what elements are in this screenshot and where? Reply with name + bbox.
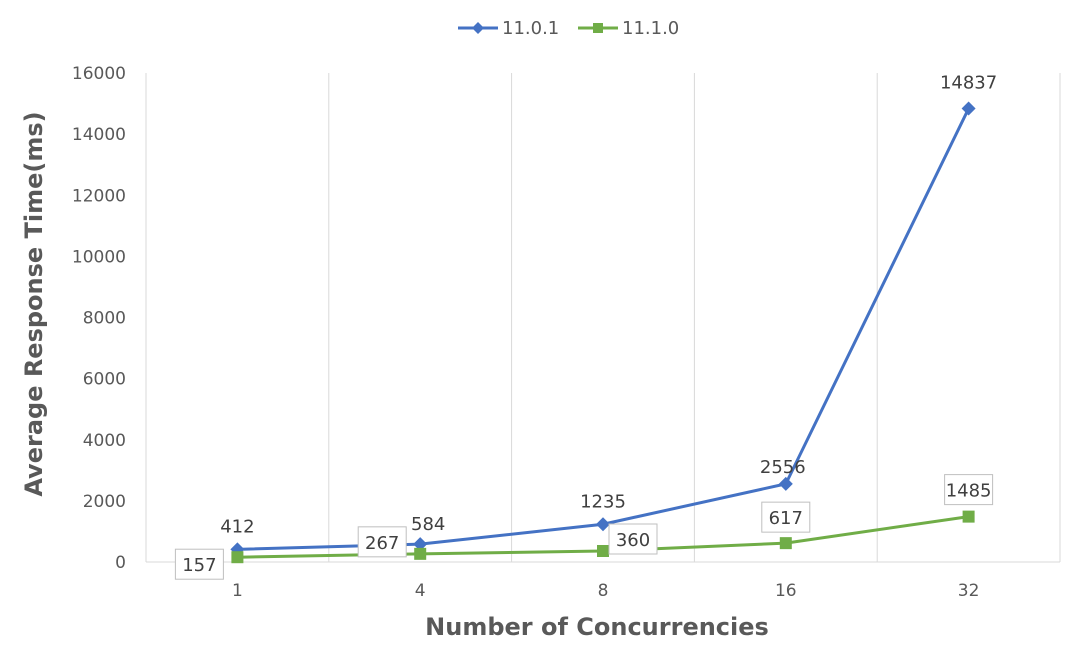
data-label-box — [174, 548, 224, 580]
y-axis-title: Average Response Time(ms) — [20, 111, 48, 496]
y-tick-label: 10000 — [72, 247, 126, 267]
y-tick-label: 2000 — [83, 492, 126, 512]
data-label: 157 — [182, 555, 216, 576]
data-label-box — [761, 501, 811, 533]
x-tick-label: 1 — [232, 581, 243, 601]
legend: 11.0.1 11.1.0 — [458, 18, 679, 39]
grid — [145, 73, 1061, 562]
data-label: 584 — [411, 514, 445, 535]
data-label: 14837 — [940, 73, 997, 94]
data-point — [597, 544, 609, 557]
series-line — [237, 107, 970, 551]
data-point — [413, 537, 428, 552]
data-point — [231, 551, 244, 564]
data-label: 412 — [220, 516, 254, 537]
data-label: 267 — [365, 533, 399, 554]
y-tick-label: 8000 — [83, 309, 126, 329]
y-tick-label: 6000 — [83, 370, 126, 390]
x-tick-labels: 1 4 8 16 32 — [232, 581, 979, 601]
x-tick-label: 32 — [958, 581, 980, 601]
data-label: 2556 — [760, 457, 806, 478]
x-tick-label: 8 — [598, 581, 609, 601]
data-label: 1235 — [580, 491, 626, 512]
x-axis-title: Number of Concurrencies — [425, 613, 769, 641]
data-point — [778, 476, 793, 491]
y-tick-label: 14000 — [72, 125, 126, 145]
x-tick-label: 16 — [775, 581, 797, 601]
legend-label: 11.1.0 — [622, 18, 679, 39]
y-tick-labels: 0 2000 4000 6000 8000 10000 12000 14000 16000 — [72, 64, 126, 573]
legend-label: 11.0.1 — [502, 18, 559, 39]
data-label: 1485 — [946, 481, 992, 502]
x-tick-label: 4 — [415, 581, 426, 601]
data-point — [961, 101, 976, 116]
legend-marker — [472, 22, 484, 34]
y-tick-label: 4000 — [83, 431, 126, 451]
data-point — [414, 547, 427, 560]
data-label-box — [944, 474, 994, 506]
legend-marker — [593, 23, 603, 33]
data-label-box — [608, 523, 658, 555]
y-tick-label: 16000 — [72, 64, 126, 84]
y-tick-label: 0 — [115, 553, 126, 573]
data-labels: 412 584 1235 2556 14837 157 267 360 617 1485 — [174, 73, 997, 580]
data-label: 360 — [616, 530, 650, 551]
data-label-box — [357, 526, 407, 558]
data-label: 617 — [769, 508, 803, 529]
y-tick-label: 12000 — [72, 186, 126, 206]
data-point — [596, 517, 610, 532]
data-point — [962, 510, 975, 523]
data-point — [779, 537, 792, 550]
